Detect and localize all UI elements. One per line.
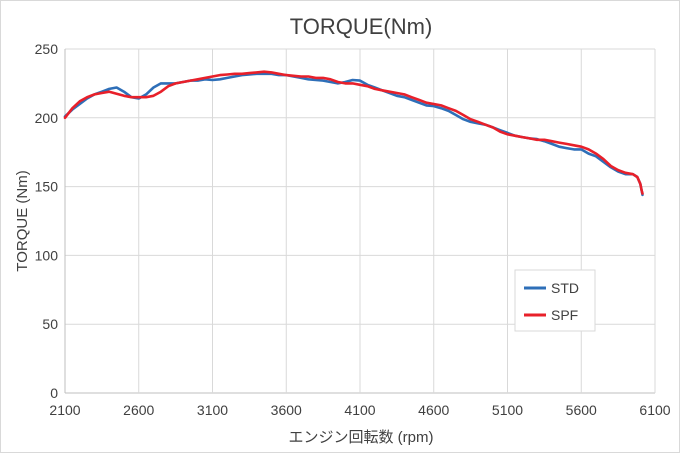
x-tick-label: 4600 bbox=[418, 402, 449, 418]
y-tick-label: 50 bbox=[42, 316, 58, 332]
x-tick-labels: 2100 2600 3100 3600 4100 4600 5100 5600 6100 bbox=[49, 402, 670, 418]
series-line-spf bbox=[63, 70, 644, 195]
legend-label-std: STD bbox=[551, 280, 579, 296]
y-axis-title: TORQUE (Nm) bbox=[14, 170, 31, 271]
chart-title: TORQUE(Nm) bbox=[290, 14, 433, 39]
x-tick-label: 3600 bbox=[271, 402, 302, 418]
x-tick-label: 4100 bbox=[344, 402, 375, 418]
y-tick-label: 200 bbox=[35, 110, 59, 126]
y-tick-label: 150 bbox=[35, 179, 59, 195]
series-lines bbox=[63, 70, 644, 197]
x-tick-label: 3100 bbox=[197, 402, 228, 418]
x-tick-label: 2100 bbox=[49, 402, 80, 418]
x-tick-label: 2600 bbox=[123, 402, 154, 418]
y-tick-label: 100 bbox=[35, 247, 59, 263]
series-line-std bbox=[63, 72, 644, 197]
x-tick-label: 5100 bbox=[492, 402, 523, 418]
y-tick-label: 0 bbox=[50, 385, 58, 401]
legend: STD SPF bbox=[514, 269, 596, 332]
x-tick-label: 6100 bbox=[639, 402, 670, 418]
x-tick-label: 5600 bbox=[566, 402, 597, 418]
y-tick-label: 250 bbox=[35, 41, 59, 57]
y-tick-labels: 0 50 100 150 200 250 bbox=[35, 41, 59, 401]
legend-label-spf: SPF bbox=[551, 307, 578, 323]
x-axis-title: エンジン回転数 (rpm) bbox=[289, 429, 434, 446]
legend-box bbox=[514, 269, 596, 332]
grid bbox=[64, 48, 656, 394]
